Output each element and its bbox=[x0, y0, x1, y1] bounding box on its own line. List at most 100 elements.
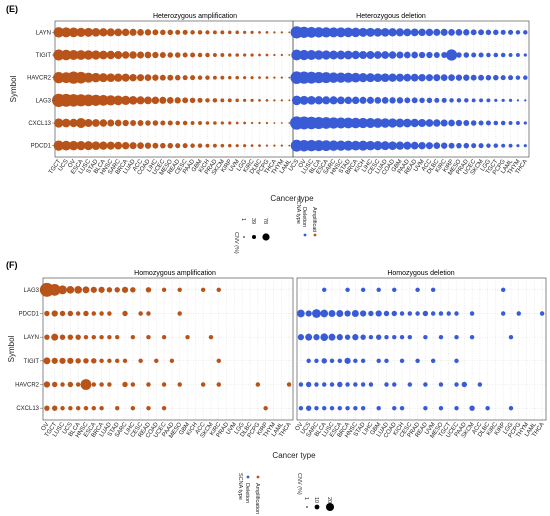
panel-e-dot bbox=[75, 71, 87, 84]
panel-f-dot bbox=[177, 382, 182, 387]
panel-f-dot bbox=[177, 287, 182, 293]
panel-f-dot bbox=[145, 287, 152, 293]
panel-e-dot bbox=[137, 142, 144, 150]
panel-e-dot bbox=[373, 73, 383, 83]
panel-e-dot bbox=[350, 72, 361, 83]
panel-f-dot bbox=[122, 358, 128, 364]
panel-e-dot bbox=[205, 98, 210, 103]
panel-f-dot bbox=[130, 405, 136, 411]
panel-f-dot bbox=[83, 358, 89, 364]
panel-e-dot bbox=[235, 75, 239, 80]
panel-f-dot bbox=[60, 405, 65, 411]
panel-f-dot bbox=[169, 358, 175, 364]
panel-f-dot bbox=[216, 358, 221, 364]
panel-e-dot bbox=[288, 76, 291, 79]
panel-e-dot bbox=[220, 121, 224, 125]
panel-e-dot bbox=[83, 72, 94, 83]
panel-f-dot bbox=[122, 381, 128, 388]
panel-e-dot bbox=[380, 27, 390, 37]
panel-e-dot bbox=[136, 74, 145, 82]
panel-e-dot bbox=[314, 50, 324, 60]
panel-e-dot bbox=[152, 74, 159, 81]
panel-e-dot bbox=[68, 140, 79, 151]
panel-e-dot bbox=[381, 96, 389, 104]
panel-e-dot bbox=[471, 98, 476, 103]
panel-e-dot bbox=[129, 142, 137, 150]
panel-e-dot bbox=[485, 29, 492, 36]
panel-e-dot bbox=[313, 27, 325, 38]
panel-f-dot bbox=[353, 405, 358, 411]
panel-f-dot bbox=[336, 310, 344, 317]
panel-f-dot bbox=[286, 382, 292, 387]
panel-e-dot bbox=[433, 119, 441, 127]
panel-e-dot bbox=[160, 120, 166, 126]
panel-f-y-axis-label: Symbol bbox=[7, 335, 16, 362]
panel-e-dot bbox=[106, 141, 115, 150]
panel-e-dot bbox=[106, 50, 115, 60]
panel-f-dot bbox=[423, 382, 428, 387]
panel-f-dot bbox=[337, 381, 343, 388]
panel-f-dot bbox=[322, 287, 327, 293]
panel-e-dot bbox=[121, 73, 130, 82]
panel-e-dot bbox=[343, 72, 354, 83]
panel-e-dot bbox=[493, 74, 499, 81]
panel-f-dot bbox=[392, 382, 397, 387]
panel-f-dot bbox=[82, 286, 90, 294]
panel-f-dot bbox=[321, 358, 327, 364]
panel-e-dot bbox=[288, 54, 291, 56]
panel-e-dot bbox=[68, 49, 79, 61]
panel-f-dot bbox=[376, 287, 381, 293]
panel-f-dot bbox=[360, 405, 366, 411]
panel-e-dot bbox=[182, 52, 188, 58]
panel-f-dot bbox=[91, 382, 96, 387]
panel-e-color-key-amplification bbox=[313, 233, 317, 237]
panel-f-dot bbox=[216, 287, 221, 293]
panel-e-dot bbox=[374, 96, 382, 104]
panel-f-dot bbox=[312, 309, 321, 318]
panel-f-dot bbox=[99, 358, 104, 364]
panel-e-dot bbox=[175, 143, 181, 149]
panel-e-dot bbox=[500, 120, 506, 126]
panel-e-dot bbox=[470, 29, 477, 36]
panel-f-dot bbox=[423, 405, 428, 411]
panel-f-dot bbox=[360, 310, 367, 317]
panel-f-tag: (F) bbox=[6, 260, 18, 270]
panel-f-facet-right-title: Homozygous deletion bbox=[387, 270, 454, 277]
panel-e-y-tick: LAYN bbox=[36, 30, 51, 36]
panel-f-dot bbox=[146, 334, 151, 340]
panel-e-dot bbox=[508, 121, 513, 125]
panel-e-dot bbox=[500, 29, 506, 35]
panel-f-dot bbox=[44, 405, 50, 411]
panel-e-dot bbox=[365, 140, 376, 151]
panel-f-dot bbox=[344, 310, 351, 317]
panel-e-dot bbox=[410, 28, 419, 37]
panel-e-size-legend-title: CNV (%) bbox=[233, 232, 239, 254]
panel-f-dot bbox=[469, 334, 475, 340]
panel-f-dot bbox=[91, 334, 96, 340]
panel-e-dot bbox=[53, 140, 64, 151]
panel-f-dot bbox=[314, 358, 319, 364]
panel-f-dot bbox=[43, 381, 51, 388]
panel-e-dot bbox=[243, 53, 247, 57]
panel-f-dot bbox=[107, 334, 112, 340]
panel-e-dot bbox=[524, 99, 527, 102]
panel-f-dot bbox=[446, 311, 451, 316]
panel-e-dot bbox=[280, 122, 283, 124]
panel-e-y-tick: TIGIT bbox=[36, 53, 52, 59]
panel-e-dot bbox=[433, 74, 441, 82]
panel-f-dot bbox=[130, 287, 136, 293]
panel-e-dot bbox=[136, 96, 145, 105]
panel-e-dot bbox=[455, 28, 463, 36]
panel-f-dot bbox=[415, 358, 420, 364]
panel-e-dot bbox=[433, 142, 441, 150]
panel-e-dot bbox=[365, 73, 375, 83]
panel-e-dot bbox=[419, 97, 425, 104]
panel-e-dot bbox=[228, 143, 232, 148]
panel-f-dot bbox=[329, 405, 335, 411]
panel-f-dot bbox=[336, 334, 343, 341]
panel-e-dot bbox=[243, 98, 247, 102]
panel-e-dot bbox=[306, 49, 317, 61]
panel-e-dot bbox=[280, 31, 283, 34]
panel-e-dot bbox=[351, 96, 360, 105]
panel-e-dot bbox=[99, 28, 108, 37]
